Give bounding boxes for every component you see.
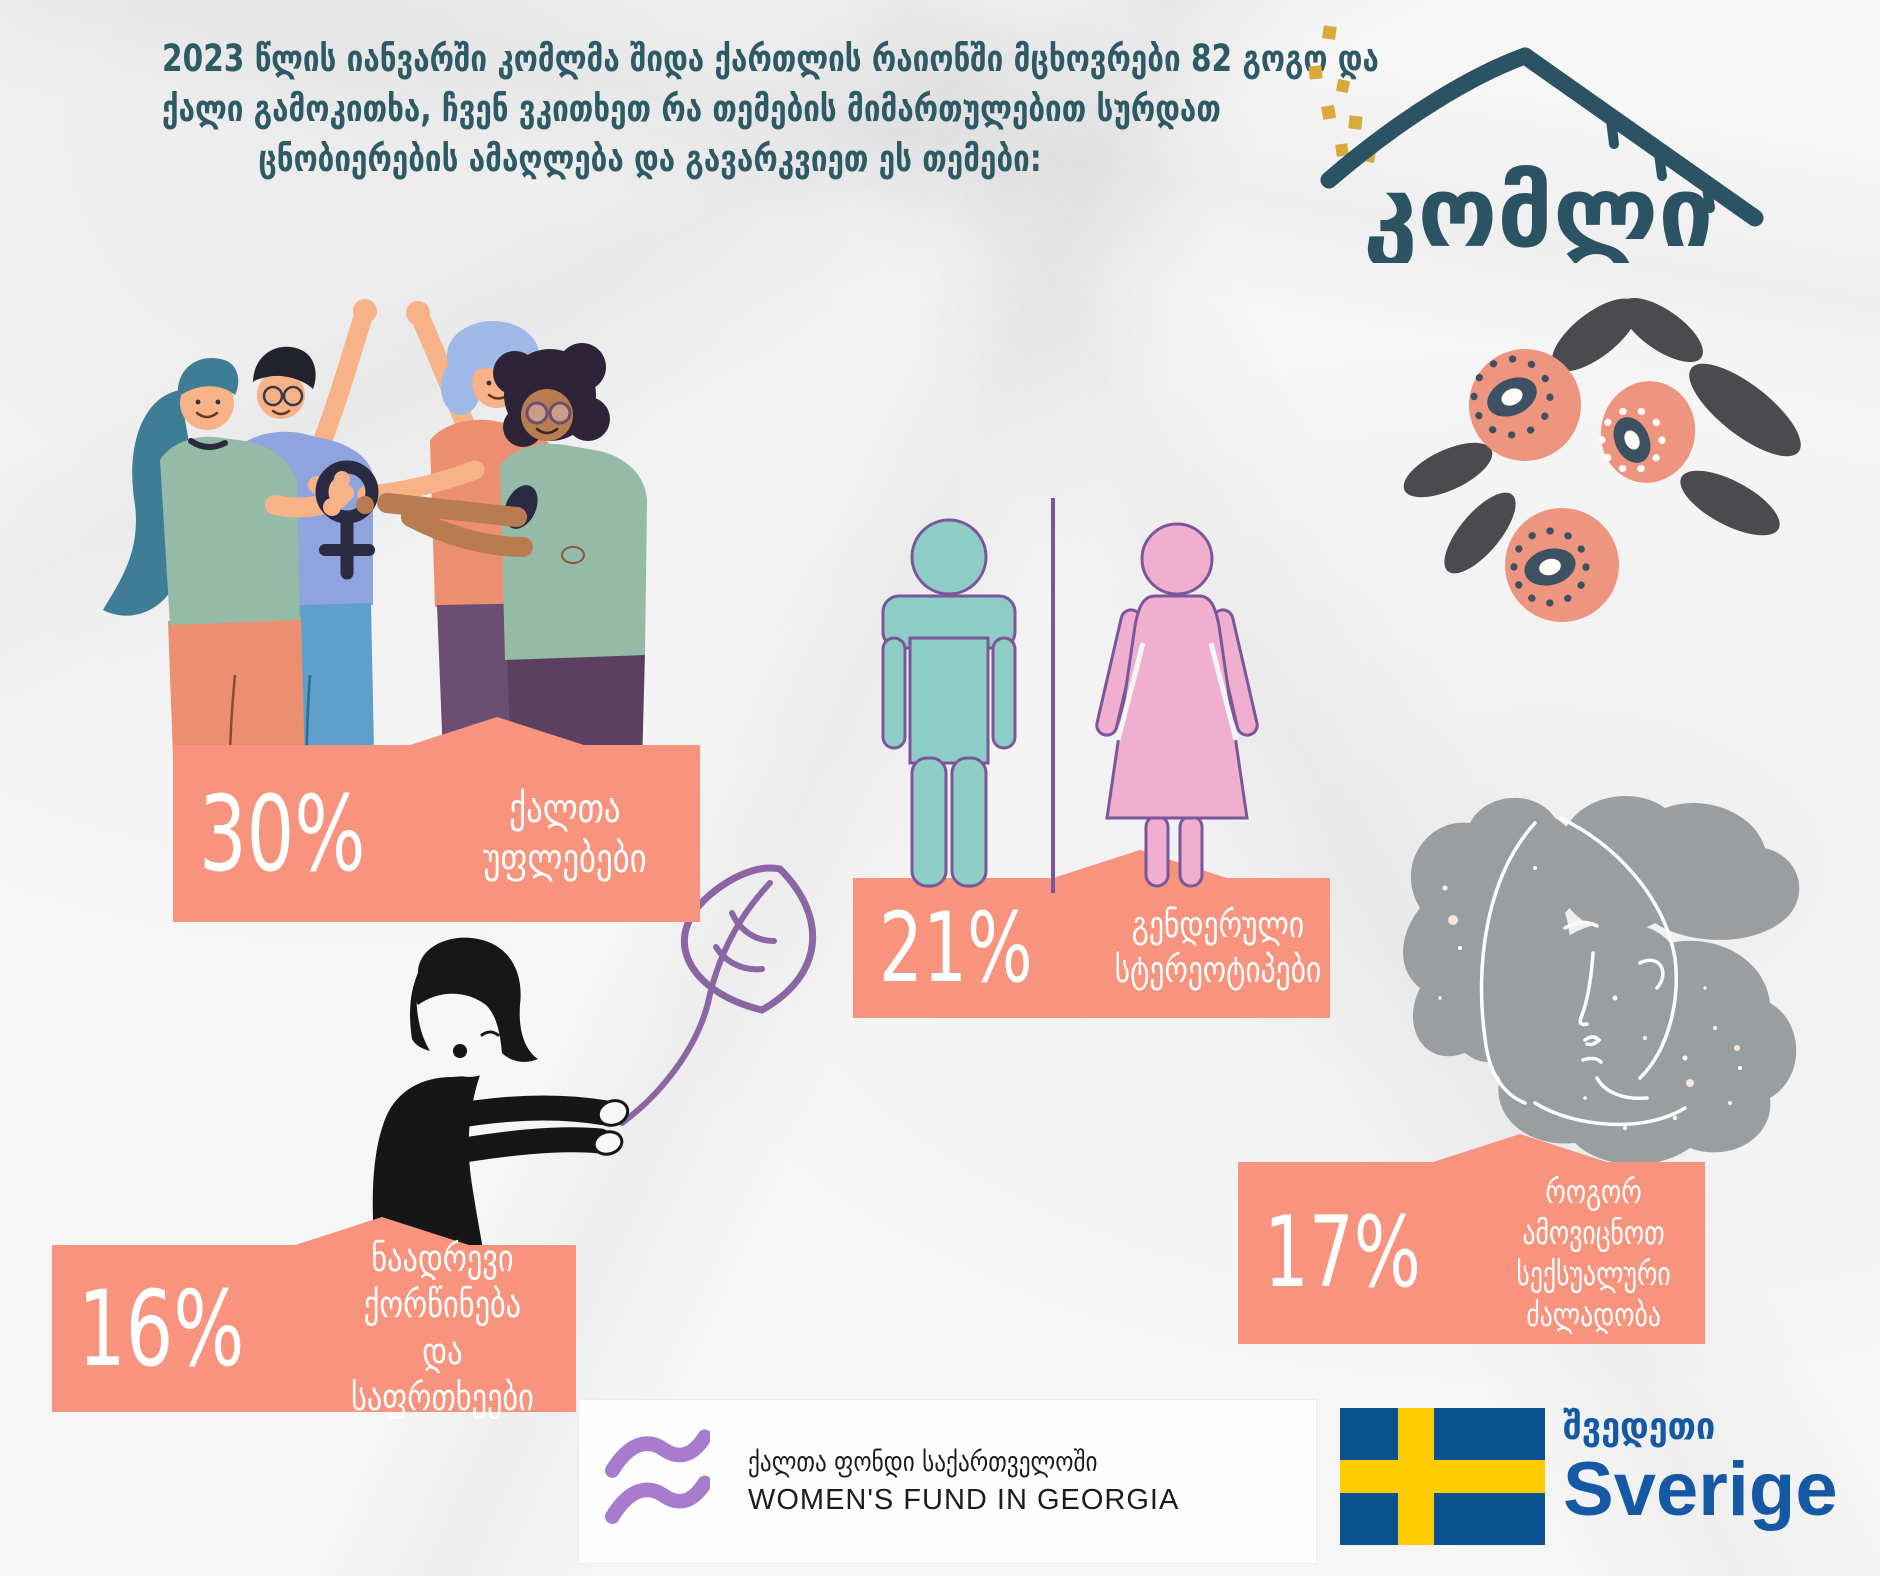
- womens-fund-names: ქალთა ფონდი საქართველოში WOMEN'S FUND IN…: [748, 1447, 1179, 1517]
- stat-percent: 21%: [879, 892, 1033, 1004]
- stat-label-line: სტერეოტიპები: [1115, 950, 1322, 991]
- stat-label: ნაადრევი ქორწინება და საფრთხეები: [309, 1236, 576, 1421]
- flower-icons: [1469, 349, 1696, 622]
- face-line-art: [1479, 816, 1687, 1127]
- stat-label: ქალთა უფლებები: [430, 784, 700, 884]
- holding-hands: [323, 471, 374, 516]
- sweden-name-swedish: Sverige: [1563, 1447, 1838, 1532]
- heading-line-3: ცნობიერების ამაღლება და გავარკვიეთ ეს თე…: [258, 137, 1042, 180]
- sweden-wordmark: შვედეთი Sverige: [1563, 1404, 1838, 1528]
- speckles: [1438, 866, 1742, 1130]
- leaf-icons: [1403, 297, 1801, 574]
- gray-blobs: [1403, 795, 1800, 1165]
- gender-pictograms: [881, 498, 1259, 893]
- sweden-flag-icon: [1340, 1408, 1545, 1545]
- double-wave-icon: [605, 1429, 710, 1524]
- purple-leaf-icon: [619, 864, 817, 1126]
- stat-percent: 17%: [1264, 1196, 1421, 1310]
- abstract-face-illustration: [1403, 795, 1800, 1165]
- stat-percent: 30%: [199, 772, 366, 895]
- womens-fund-name-georgian: ქალთა ფონდი საქართველოში: [748, 1446, 1098, 1478]
- sweden-name-georgian: შვედეთი: [1563, 1404, 1716, 1448]
- stat-gender-stereotypes: 21% გენდერული სტერეოტიპები: [853, 850, 1330, 1018]
- heading: 2023 წლის იანვარში კომლმა შიდა ქართლის რ…: [40, 34, 1379, 184]
- stat-label-line: როგორ ამოვიცნოთ: [1522, 1171, 1665, 1252]
- female-pictogram-icon: [1095, 522, 1259, 888]
- group-illustration: [103, 299, 647, 810]
- stat-percent: 16%: [78, 1267, 245, 1390]
- male-pictogram-icon: [881, 518, 1017, 888]
- house-roof-icon: [1320, 47, 1764, 227]
- stat-label-line: უფლებები: [483, 835, 647, 882]
- flowers-illustration: [1403, 297, 1801, 622]
- womens-fund-logo-block: ქალთა ფონდი საქართველოში WOMEN'S FUND IN…: [578, 1399, 1317, 1564]
- womens-fund-name-english: WOMEN'S FUND IN GEORGIA: [748, 1483, 1180, 1516]
- stat-sexual-violence: 17% როგორ ამოვიცნოთ სექსუალური ძალადობა: [1238, 1134, 1705, 1344]
- heading-line-1: 2023 წლის იანვარში კომლმა შიდა ქართლის რ…: [162, 37, 1379, 80]
- stat-women-rights: 30% ქალთა უფლებები: [173, 717, 700, 922]
- komli-wordmark: კომლი: [1363, 156, 1713, 263]
- stat-label: როგორ ამოვიცნოთ სექსუალური ძალადობა: [1482, 1171, 1705, 1336]
- stat-early-marriage: 16% ნაადრევი ქორწინება და საფრთხეები: [52, 1217, 576, 1419]
- stat-label-line: სექსუალური ძალადობა: [1516, 1254, 1671, 1335]
- komli-logo: კომლი: [1308, 25, 1764, 263]
- stat-label: გენდერული სტერეოტიპები: [1092, 903, 1344, 993]
- venus-symbol-icon: [315, 460, 379, 580]
- stat-label-line: გენდერული: [1132, 905, 1305, 946]
- stat-label-line: ნაადრევი ქორწინება: [363, 1237, 522, 1327]
- stat-label-line: და საფრთხეები: [351, 1329, 534, 1419]
- heading-line-2: ქალი გამოკითხა, ჩვენ ვკითხეთ რა თემების …: [162, 87, 1221, 130]
- stat-label-line: ქალთა: [509, 785, 621, 832]
